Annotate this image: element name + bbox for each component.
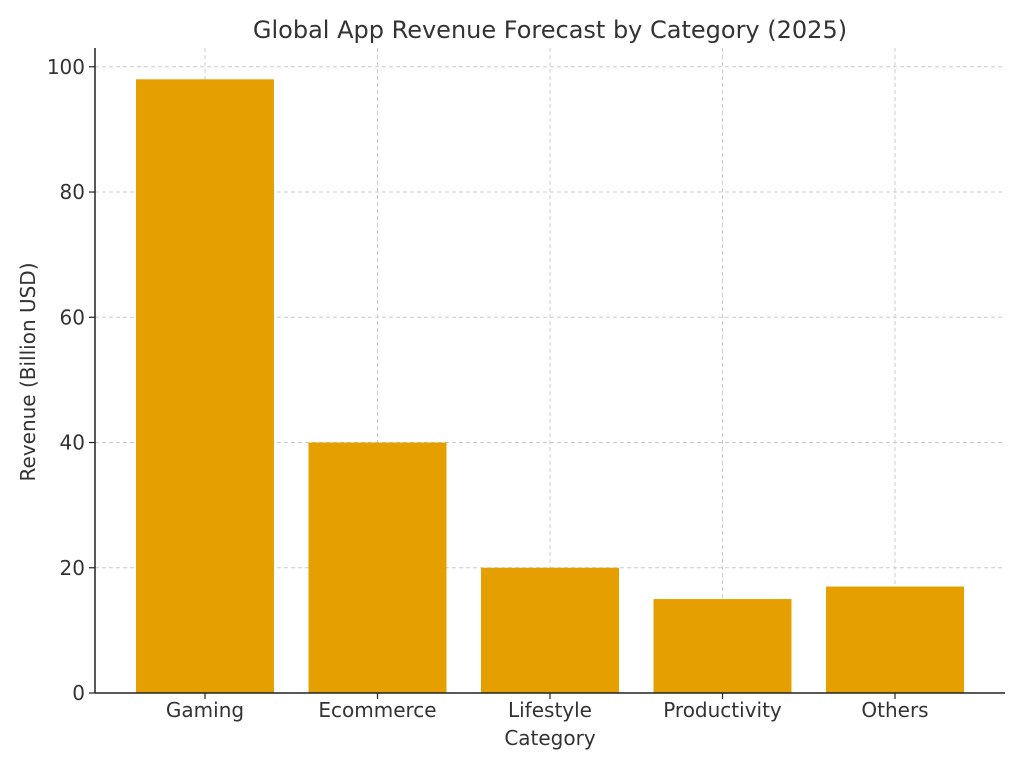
- x-tick-label-productivity: Productivity: [663, 698, 782, 722]
- bar-others: [826, 586, 964, 693]
- y-tick-label: 100: [47, 55, 85, 79]
- y-tick-label: 80: [60, 180, 85, 204]
- y-tick-label: 40: [60, 431, 85, 455]
- x-tick-label-ecommerce: Ecommerce: [318, 698, 436, 722]
- y-tick-label: 60: [60, 305, 85, 329]
- x-tick-label-gaming: Gaming: [166, 698, 244, 722]
- bar-productivity: [653, 599, 792, 693]
- chart-title: Global App Revenue Forecast by Category …: [253, 16, 847, 44]
- bar-ecommerce: [308, 442, 447, 693]
- bar-gaming: [136, 79, 274, 694]
- x-tick-label-others: Others: [861, 698, 928, 722]
- y-tick-label: 0: [72, 681, 85, 705]
- y-tick-label: 20: [60, 556, 85, 580]
- ticks: 0 20 40 60 80 100 Gaming Ecommerce Lifestyle Prod…: [47, 55, 929, 722]
- y-axis-label: Revenue (Billion USD): [16, 262, 40, 481]
- x-axis-label: Category: [504, 726, 596, 750]
- x-tick-label-lifestyle: Lifestyle: [508, 698, 592, 722]
- bars: [136, 79, 964, 694]
- bar-lifestyle: [481, 567, 619, 693]
